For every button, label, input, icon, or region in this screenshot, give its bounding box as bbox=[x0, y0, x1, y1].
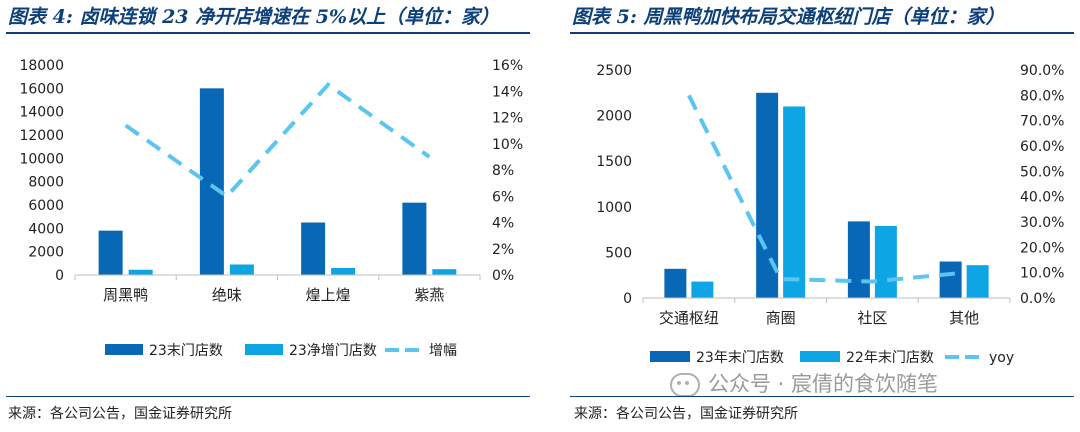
watermark-text: 公众号 · 宸倩的食饮随笔 bbox=[708, 372, 939, 396]
c4-y-left-tick: 0 bbox=[55, 268, 64, 284]
c4-y-right-tick: 16% bbox=[492, 58, 523, 74]
c5-y-left-tick: 0 bbox=[623, 291, 632, 307]
c5-legend-swatch bbox=[800, 351, 840, 362]
c5-legend-label: yoy bbox=[989, 350, 1014, 366]
c4-y-right-tick: 0% bbox=[492, 268, 514, 284]
c5-y-right-tick: 20.0% bbox=[1020, 240, 1064, 256]
c4-category-label: 紫燕 bbox=[414, 286, 444, 304]
c4-y-right-tick: 12% bbox=[492, 111, 523, 127]
c4-bar-b bbox=[229, 264, 254, 275]
c4-y-left-tick: 10000 bbox=[19, 151, 64, 167]
c5-y-right-tick: 90.0% bbox=[1020, 63, 1064, 79]
c5-category-label: 商圈 bbox=[766, 309, 796, 327]
c5-legend-label: 23年末门店数 bbox=[696, 350, 784, 366]
c4-y-right-tick: 10% bbox=[492, 137, 523, 153]
watermark: 公众号 · 宸倩的食饮随笔 bbox=[670, 368, 938, 398]
chart-5-source: 来源：各公司公告，国金证券研究所 bbox=[574, 406, 798, 422]
c4-bar-a bbox=[98, 230, 123, 275]
c5-bar-a bbox=[756, 92, 779, 298]
c4-y-left-tick: 14000 bbox=[19, 105, 64, 121]
c5-y-right-tick: 30.0% bbox=[1020, 215, 1064, 231]
c4-y-right-tick: 14% bbox=[492, 84, 523, 100]
c4-bar-b bbox=[432, 269, 457, 275]
c4-legend-label: 23净增门店数 bbox=[289, 343, 377, 359]
c5-y-left-tick: 1000 bbox=[596, 200, 632, 216]
c4-legend-swatch bbox=[105, 344, 143, 355]
chart-5-title-rule bbox=[570, 32, 1074, 34]
c4-legend-label: 23末门店数 bbox=[149, 343, 223, 359]
c4-bar-a bbox=[301, 222, 326, 275]
c4-legend-swatch bbox=[245, 344, 283, 355]
chart-4-source: 来源：各公司公告，国金证券研究所 bbox=[8, 406, 232, 422]
chart-4-bottom-rule bbox=[6, 396, 530, 397]
c5-line-series bbox=[687, 94, 965, 284]
c5-bar-b bbox=[874, 225, 897, 298]
c5-legend-label: 22年末门店数 bbox=[846, 350, 934, 366]
c5-y-left-tick: 2000 bbox=[596, 109, 632, 125]
c5-y-left-tick: 500 bbox=[605, 245, 632, 261]
chart-4-title: 图表 4: 卤味连锁 23 净开店增速在 5%以上（单位：家） bbox=[8, 6, 500, 28]
c5-y-right-tick: 70.0% bbox=[1020, 114, 1064, 130]
c5-y-right-tick: 0.0% bbox=[1020, 291, 1056, 307]
c4-bar-a bbox=[199, 88, 224, 275]
wechat-icon bbox=[670, 373, 700, 397]
c4-line-series bbox=[124, 82, 431, 199]
c5-y-left-tick: 1500 bbox=[596, 154, 632, 170]
chart-5-title: 图表 5: 周黑鸭加快布局交通枢纽门店（单位：家） bbox=[572, 6, 1005, 28]
c4-y-left-tick: 2000 bbox=[28, 245, 64, 261]
c4-y-left-tick: 8000 bbox=[28, 175, 64, 191]
c4-y-left-tick: 18000 bbox=[19, 58, 64, 74]
c5-bar-b bbox=[966, 265, 989, 298]
c4-y-left-tick: 16000 bbox=[19, 81, 64, 97]
c5-legend-swatch bbox=[650, 351, 690, 362]
c5-bar-b bbox=[783, 106, 806, 298]
c5-bar-a bbox=[664, 268, 687, 298]
c4-y-right-tick: 2% bbox=[492, 242, 514, 258]
c4-legend-label: 增幅 bbox=[429, 343, 457, 359]
chart-5-bottom-rule bbox=[570, 396, 1074, 397]
c5-y-right-tick: 50.0% bbox=[1020, 164, 1064, 180]
c5-y-right-tick: 60.0% bbox=[1020, 139, 1064, 155]
c4-category-label: 周黑鸭 bbox=[103, 286, 148, 304]
c4-y-right-tick: 4% bbox=[492, 216, 514, 232]
c4-bar-b bbox=[128, 269, 153, 275]
chart-4-title-rule bbox=[6, 32, 530, 34]
c4-bar-b bbox=[331, 268, 356, 275]
c4-y-left-tick: 6000 bbox=[28, 198, 64, 214]
c4-y-right-tick: 8% bbox=[492, 163, 514, 179]
c5-bar-a bbox=[939, 261, 962, 298]
c5-y-right-tick: 10.0% bbox=[1020, 266, 1064, 282]
c5-category-label: 其他 bbox=[949, 309, 979, 327]
c5-category-label: 交通枢纽 bbox=[659, 309, 719, 327]
c5-y-right-tick: 40.0% bbox=[1020, 190, 1064, 206]
c5-y-left-tick: 2500 bbox=[596, 63, 632, 79]
c4-bar-a bbox=[402, 202, 427, 275]
c4-y-left-tick: 4000 bbox=[28, 221, 64, 237]
c4-category-label: 煌上煌 bbox=[306, 286, 351, 304]
c5-category-label: 社区 bbox=[857, 309, 887, 327]
c4-y-left-tick: 12000 bbox=[19, 128, 64, 144]
c5-bar-b bbox=[691, 281, 714, 298]
c4-y-right-tick: 6% bbox=[492, 189, 514, 205]
c4-category-label: 绝味 bbox=[212, 286, 242, 304]
c5-bar-a bbox=[847, 221, 870, 298]
c5-y-right-tick: 80.0% bbox=[1020, 88, 1064, 104]
